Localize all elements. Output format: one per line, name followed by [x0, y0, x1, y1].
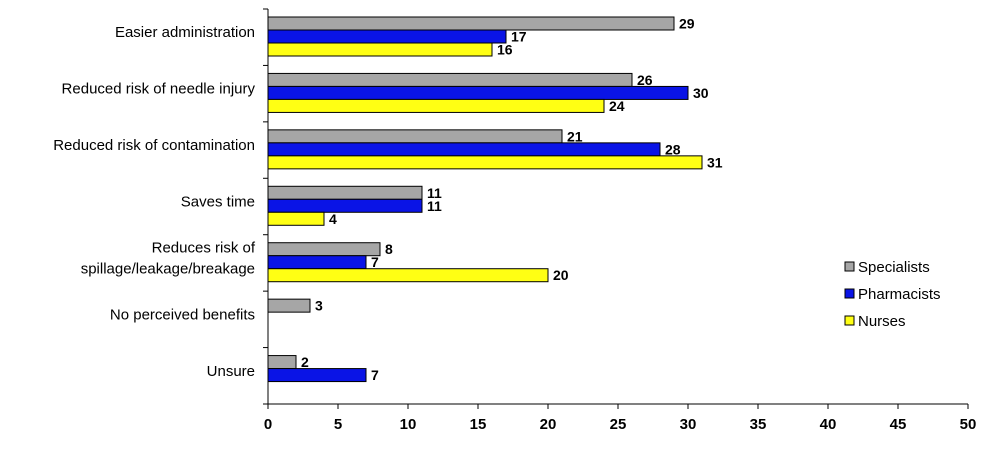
- value-label: 24: [609, 98, 625, 114]
- bar-specialists-1: [267, 72, 633, 87]
- category-label: Unsure: [207, 363, 255, 380]
- value-label: 26: [637, 72, 653, 88]
- bar-nurses-0: [267, 42, 493, 57]
- x-tick-label: 0: [264, 416, 272, 433]
- bar-nurses-4: [267, 268, 549, 283]
- value-label: 3: [315, 298, 323, 314]
- x-tick-label: 30: [680, 416, 697, 433]
- value-label: 20: [553, 267, 569, 283]
- value-label: 31: [707, 154, 723, 170]
- category-label: Saves time: [181, 194, 255, 211]
- value-label: 11: [427, 185, 442, 201]
- axes-layer: 0 5 10 15 20 25 30 35 40 45 50: [263, 8, 977, 433]
- value-label: 29: [679, 16, 695, 32]
- value-label: 4: [329, 211, 337, 227]
- x-tick-label: 10: [400, 416, 417, 433]
- bar-specialists-2: [267, 129, 563, 144]
- x-tick-label: 15: [470, 416, 487, 433]
- bar-specialists-0: [267, 16, 675, 31]
- bar-pharmacists-6: [267, 368, 367, 383]
- bar-specialists-5: [267, 298, 311, 313]
- value-label: 8: [385, 241, 393, 257]
- value-label: 30: [693, 85, 709, 101]
- legend-swatch-pharmacists: [844, 288, 855, 299]
- bar-specialists-6: [267, 355, 297, 370]
- value-label: 28: [665, 141, 681, 157]
- value-label: 7: [371, 367, 379, 383]
- x-tick-label: 35: [750, 416, 767, 433]
- value-label: 7: [371, 254, 379, 270]
- value-label: 2: [301, 354, 309, 370]
- bar-nurses-1: [267, 98, 605, 113]
- category-label: No perceived benefits: [110, 306, 255, 323]
- bar-specialists-4: [267, 242, 381, 257]
- bar-nurses-2: [267, 155, 703, 170]
- bar-pharmacists-3: [267, 198, 423, 213]
- x-tick-label: 40: [820, 416, 837, 433]
- bar-pharmacists-4: [267, 255, 367, 270]
- bar-pharmacists-2: [267, 142, 661, 157]
- bar-pharmacists-1: [267, 85, 689, 100]
- x-tick-label: 45: [890, 416, 907, 433]
- category-label: Easier administration: [115, 24, 255, 41]
- bar-nurses-3: [267, 211, 325, 226]
- category-label: Reduced risk of contamination: [53, 137, 255, 154]
- x-tick-label: 50: [960, 416, 977, 433]
- value-label: 17: [511, 29, 527, 45]
- legend-label-pharmacists: Pharmacists: [858, 286, 941, 303]
- category-labels-layer: Easier administration Reduced risk of nee…: [53, 24, 256, 380]
- x-tick-label: 25: [610, 416, 627, 433]
- bar-specialists-3: [267, 185, 423, 200]
- legend-label-specialists: Specialists: [858, 259, 930, 276]
- category-label: Reduces risk of spillage/leakage/breakage: [81, 239, 256, 277]
- value-label: 16: [497, 42, 513, 58]
- legend-swatch-nurses: [844, 315, 855, 326]
- x-tick-label: 20: [540, 416, 557, 433]
- legend-swatch-specialists: [844, 261, 855, 272]
- value-label: 21: [567, 128, 583, 144]
- bar-pharmacists-0: [267, 29, 507, 44]
- legend-label-nurses: Nurses: [858, 313, 906, 330]
- legend: Specialists Pharmacists Nurses: [844, 259, 941, 330]
- value-label: 11: [427, 198, 442, 214]
- category-label: Reduced risk of needle injury: [62, 81, 256, 98]
- x-tick-label: 5: [334, 416, 342, 433]
